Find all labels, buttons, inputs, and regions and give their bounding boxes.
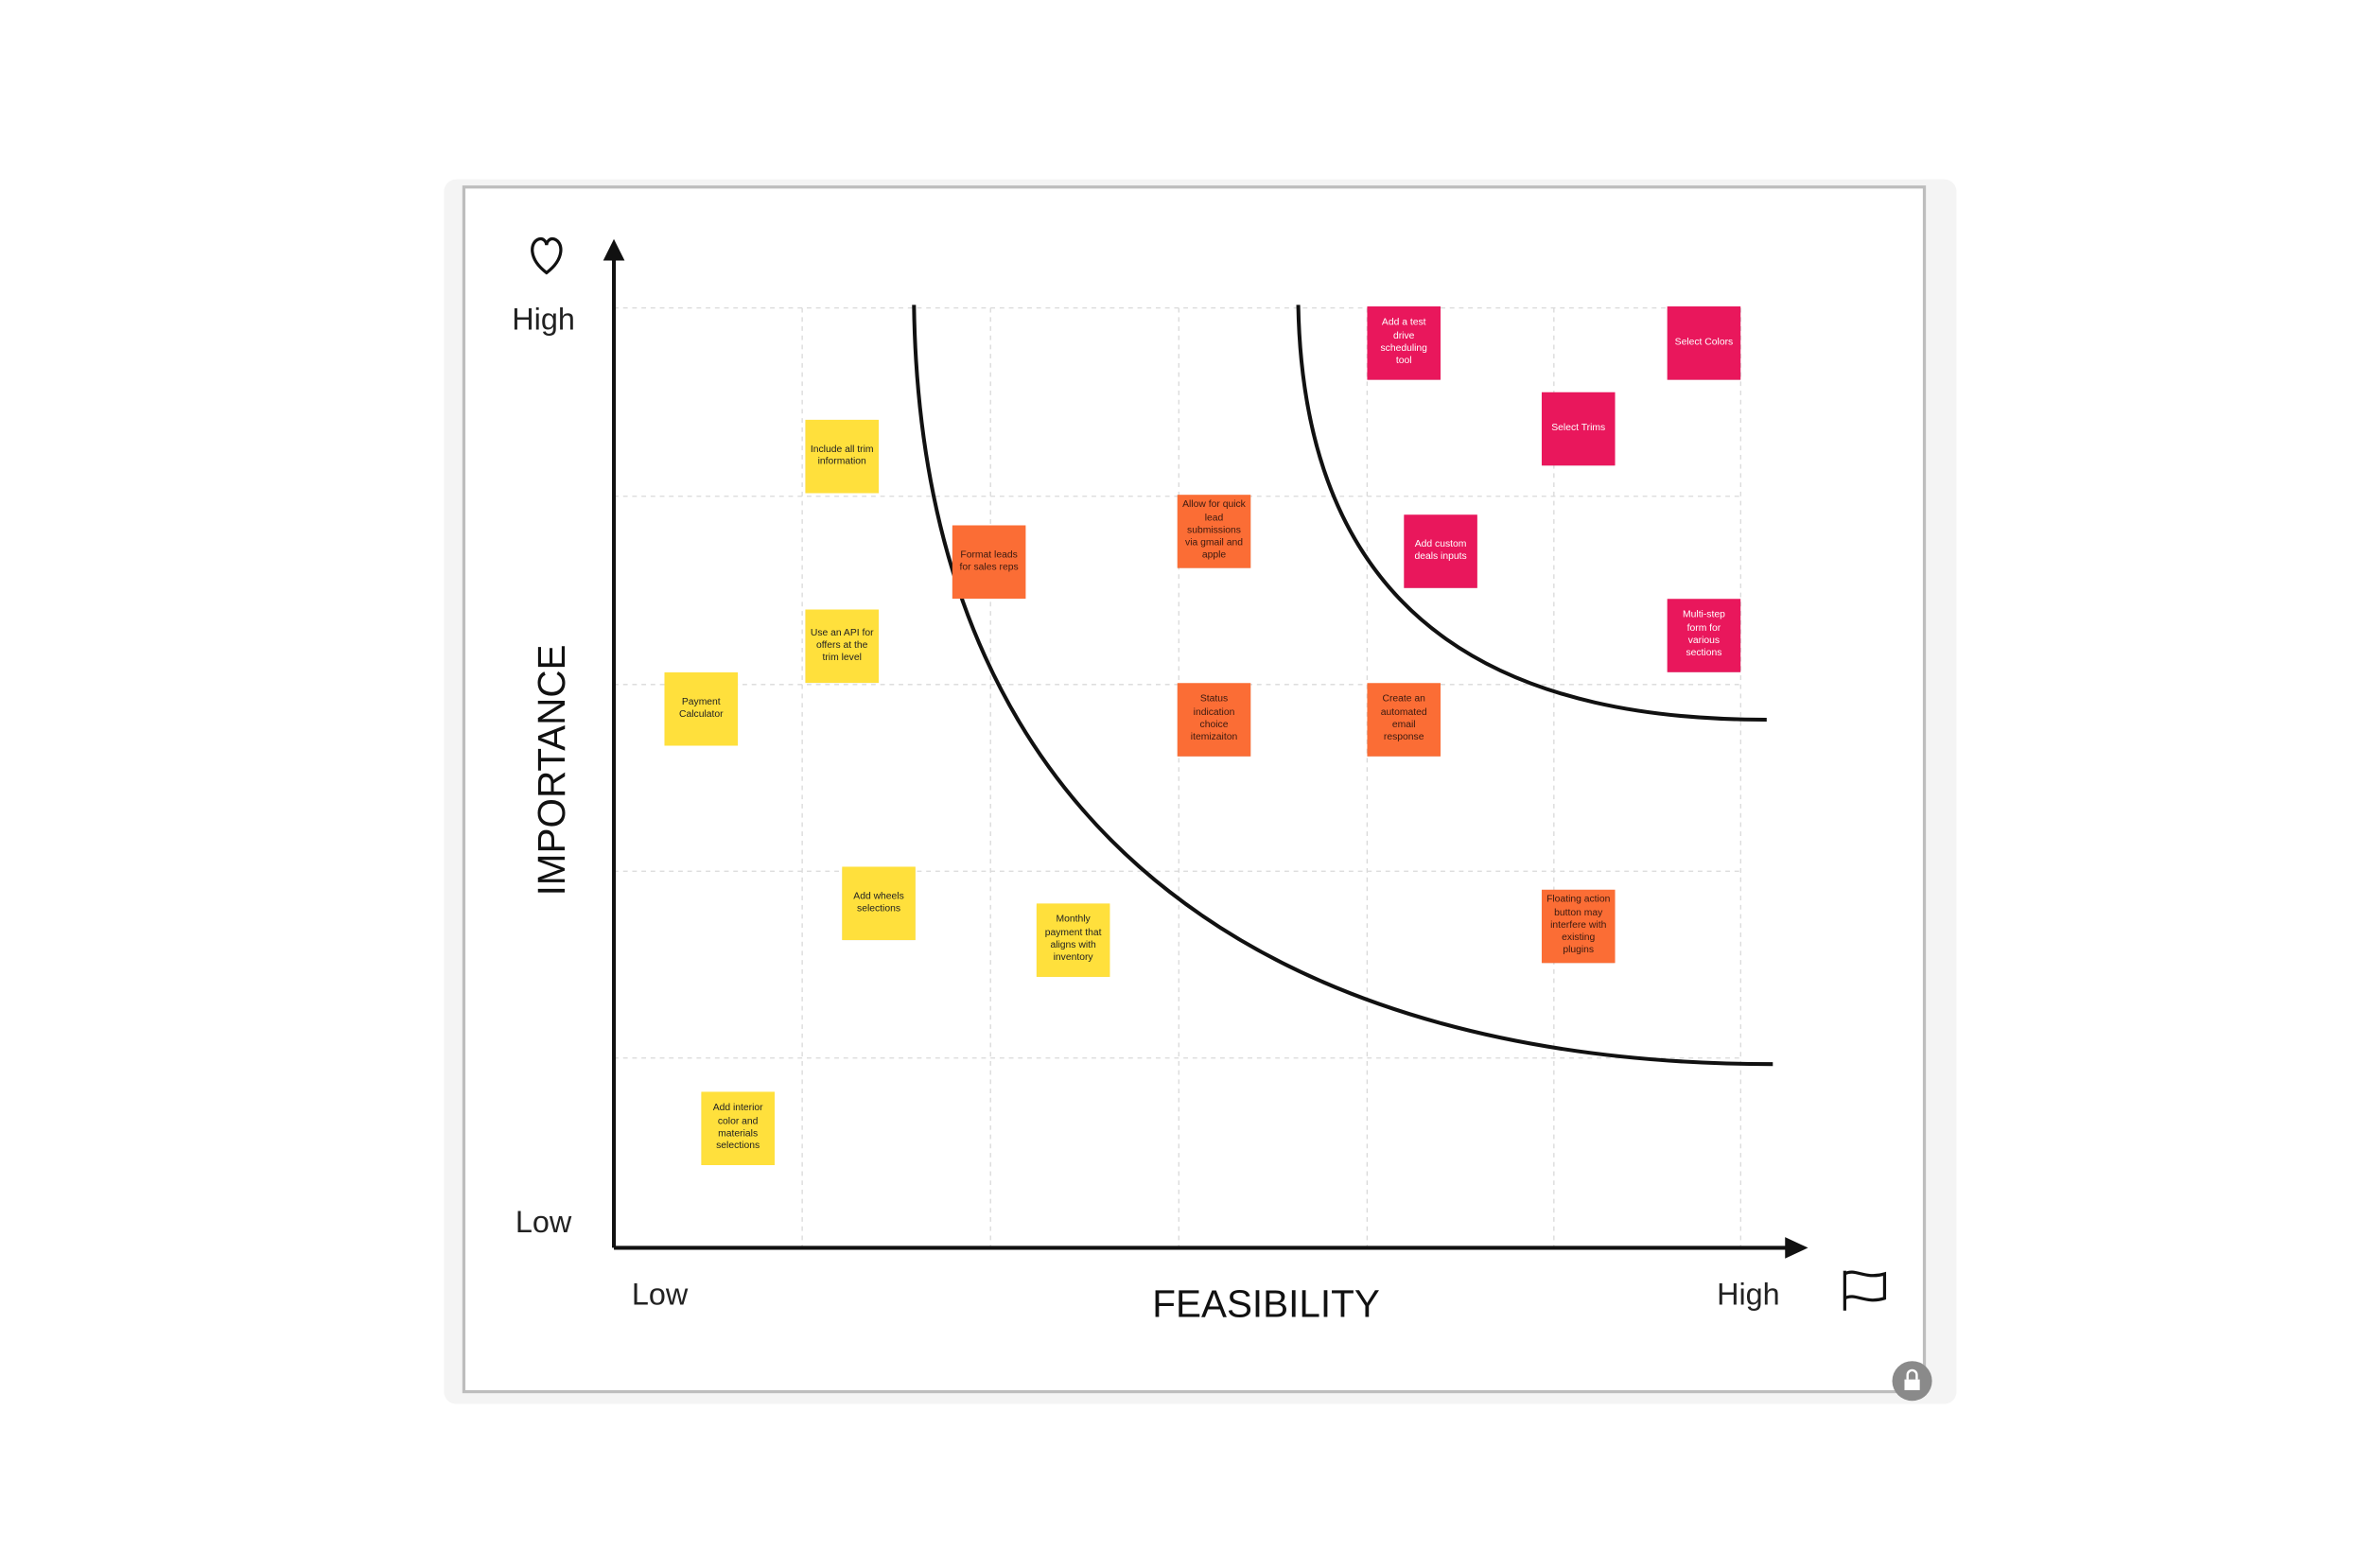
sticky-note[interactable]: Status indication choice itemizaiton <box>1177 683 1251 757</box>
sticky-note-text[interactable]: Format leads for sales reps <box>952 525 1026 600</box>
sticky-note[interactable]: Add a test drive scheduling tool <box>1367 306 1441 380</box>
sticky-note[interactable]: Format leads for sales reps <box>952 525 1026 600</box>
heart-icon <box>531 236 563 275</box>
frame <box>462 185 1927 1394</box>
sticky-note-text[interactable]: Status indication choice itemizaiton <box>1177 683 1251 757</box>
y-arrow <box>603 238 625 261</box>
x-high-label: High <box>1717 1277 1780 1311</box>
sticky-note[interactable]: Select Trims <box>1541 392 1616 466</box>
y-axis-title: IMPORTANCE <box>530 644 573 896</box>
sticky-note-text[interactable]: Add custom deals inputs <box>1404 514 1477 588</box>
sticky-note[interactable]: Allow for quick lead submissions via gma… <box>1177 495 1251 568</box>
sticky-note[interactable]: Payment Calculator <box>664 671 739 746</box>
sticky-note-text[interactable]: Multi-step form for various sections <box>1667 599 1741 672</box>
y-high-label: High <box>512 302 575 336</box>
sticky-note-text[interactable]: Floating action button may interfere wit… <box>1541 889 1616 964</box>
sticky-note[interactable]: Use an API for offers at the trim level <box>805 609 880 684</box>
sticky-note[interactable]: Monthly payment that aligns with invento… <box>1036 903 1110 977</box>
sticky-note-text[interactable]: Allow for quick lead submissions via gma… <box>1177 495 1251 568</box>
sticky-note[interactable]: Add wheels selections <box>842 866 916 941</box>
x-axis-title: FEASIBILITY <box>1152 1281 1380 1325</box>
sticky-note[interactable]: Create an automated email response <box>1367 683 1441 757</box>
x-low-label: Low <box>632 1277 689 1311</box>
sticky-note[interactable]: Add custom deals inputs <box>1404 514 1477 588</box>
curve <box>912 305 1773 1067</box>
lock-icon <box>1904 1379 1920 1390</box>
sticky-note-text[interactable]: Add wheels selections <box>842 866 916 941</box>
sticky-note-text[interactable]: Add a test drive scheduling tool <box>1367 306 1441 380</box>
y-low-label: Low <box>515 1205 572 1239</box>
sticky-note-text[interactable]: Use an API for offers at the trim level <box>805 609 880 684</box>
sticky-note-text[interactable]: Select Trims <box>1541 392 1616 466</box>
sticky-note-text[interactable]: Include all trim information <box>805 419 880 494</box>
x-arrow <box>1785 1237 1808 1259</box>
sticky-note-text[interactable]: Select Colors <box>1667 306 1741 380</box>
sticky-note-text[interactable]: Add interior color and materials selecti… <box>701 1091 775 1166</box>
sticky-note[interactable]: Multi-step form for various sections <box>1667 599 1741 672</box>
lock-icon <box>1906 1368 1918 1380</box>
sticky-note-text[interactable]: Monthly payment that aligns with invento… <box>1036 903 1110 977</box>
sticky-note-text[interactable]: Payment Calculator <box>664 671 739 746</box>
sticky-note-text[interactable]: Create an automated email response <box>1367 683 1441 757</box>
sticky-note[interactable]: Include all trim information <box>805 419 880 494</box>
flag-icon <box>1843 1270 1887 1311</box>
curve <box>1296 305 1767 723</box>
sticky-note[interactable]: Add interior color and materials selecti… <box>701 1091 775 1166</box>
sticky-note[interactable]: Floating action button may interfere wit… <box>1541 889 1616 964</box>
sticky-note[interactable]: Select Colors <box>1667 306 1741 380</box>
